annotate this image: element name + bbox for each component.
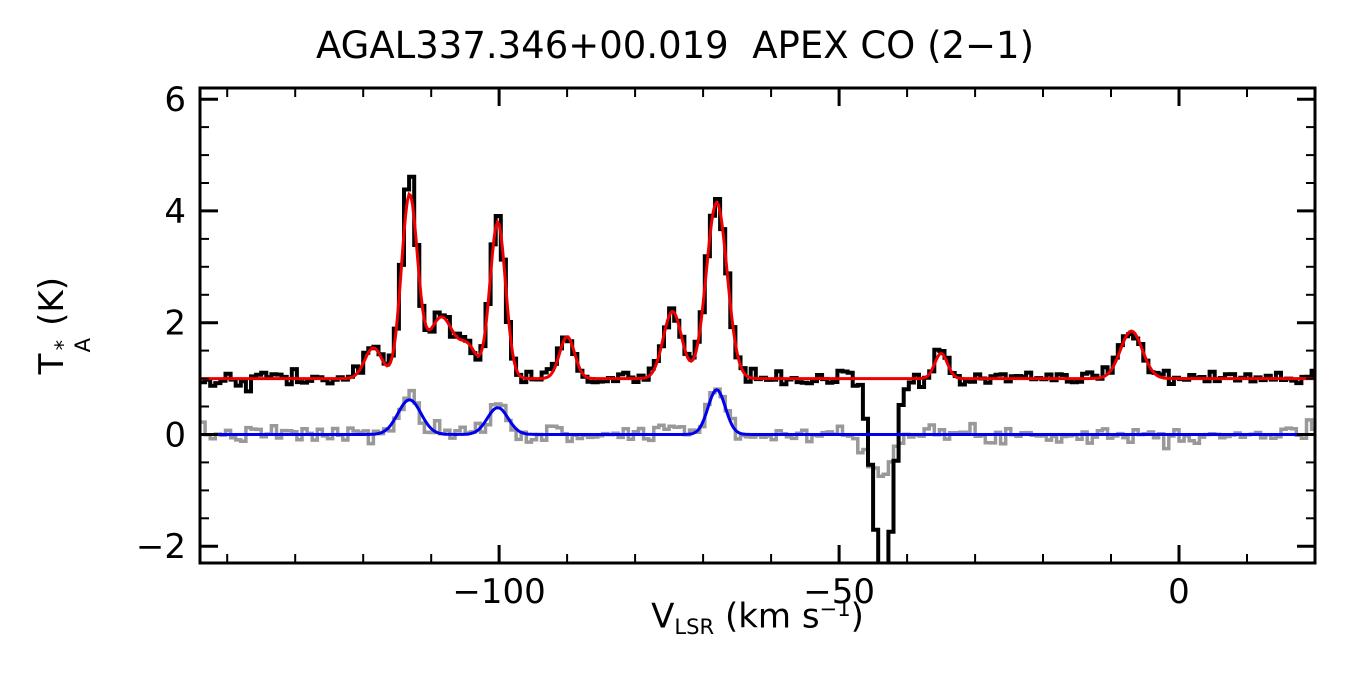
tick-labels: −100 −50 0 −2 0 2 4 6 [136, 80, 1190, 612]
co21-fit-red-line [200, 191, 1315, 381]
y-tick-label: 2 [164, 304, 186, 344]
x-tick-label: 0 [1168, 572, 1190, 612]
x-axis-subscript: LSR [674, 613, 715, 639]
x-tick-label: −100 [452, 572, 545, 612]
x-axis-unit-open: (km s [714, 596, 820, 637]
secondary-spectrum-gray-line [200, 387, 1315, 478]
x-axis-label: VLSR (km s−1) [200, 596, 1315, 639]
plot-frame [198, 86, 1317, 565]
y-tick-label: 4 [164, 192, 186, 232]
co21-spectrum-black-line [200, 174, 1315, 563]
x-tick-label: −50 [803, 572, 875, 612]
axis-ticks [200, 88, 1316, 563]
y-tick-label: 0 [164, 416, 186, 456]
x-axis-unit-close: ) [850, 596, 864, 637]
plot-title: AGAL337.346+00.019 APEX CO (2−1) [315, 24, 1035, 67]
y-tick-label: 6 [164, 80, 186, 120]
x-axis-quantity: V [651, 596, 675, 637]
y-tick-label: −2 [136, 527, 186, 567]
secondary-fit-blue-line [200, 388, 1315, 436]
x-axis-superscript: −1 [819, 596, 851, 621]
